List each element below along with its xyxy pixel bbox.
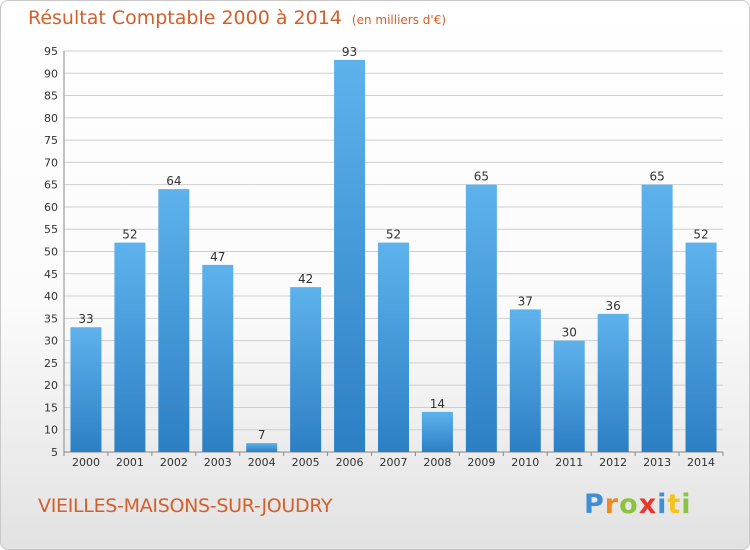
data-label: 33 xyxy=(78,312,93,326)
bar-2010 xyxy=(509,309,541,452)
x-tick-label: 2000 xyxy=(72,456,100,469)
data-label: 93 xyxy=(342,45,357,59)
data-label: 7 xyxy=(258,428,266,442)
data-label: 30 xyxy=(562,326,577,340)
x-tick-label: 2004 xyxy=(248,456,276,469)
y-tick-label: 80 xyxy=(44,112,58,125)
y-tick-label: 50 xyxy=(44,246,58,259)
y-tick-label: 45 xyxy=(44,268,58,281)
y-tick-label: 5 xyxy=(51,446,58,459)
bar-2009 xyxy=(465,184,497,452)
data-label: 47 xyxy=(210,250,225,264)
y-tick-label: 15 xyxy=(44,401,58,414)
data-label: 65 xyxy=(474,170,489,184)
y-tick-label: 40 xyxy=(44,290,58,303)
x-tick-label: 2012 xyxy=(599,456,627,469)
y-tick-label: 20 xyxy=(44,379,58,392)
y-tick-label: 55 xyxy=(44,223,58,236)
logo-letter: o xyxy=(619,489,639,520)
logo-letter: P xyxy=(584,489,605,520)
bar-2007 xyxy=(378,242,409,452)
bar-layer xyxy=(70,59,717,453)
x-tick-label: 2011 xyxy=(555,456,583,469)
logo-letter: i xyxy=(681,489,692,520)
x-tick-label: 2007 xyxy=(380,456,408,469)
bar-2000 xyxy=(70,327,102,452)
y-tick-label: 60 xyxy=(44,201,58,214)
data-label: 14 xyxy=(430,397,445,411)
label-layer: 33 52 64 47 7 42 93 52 14 65 37 30 36 65 52 xyxy=(78,45,708,442)
data-label: 65 xyxy=(649,170,664,184)
data-label: 52 xyxy=(693,228,708,242)
data-label: 64 xyxy=(166,174,181,188)
bar-2012 xyxy=(597,313,629,452)
y-tick-label: 70 xyxy=(44,156,58,169)
y-tick-label: 25 xyxy=(44,357,58,370)
x-tick-label: 2001 xyxy=(116,456,144,469)
bar-2004 xyxy=(246,443,278,452)
bar-2006 xyxy=(334,59,366,453)
chart-title-text: Résultat Comptable 2000 à 2014 xyxy=(28,7,342,29)
y-tick-label: 85 xyxy=(44,90,58,103)
bar-2001 xyxy=(114,242,146,452)
bar-2008 xyxy=(421,411,453,452)
x-tick-label: 2013 xyxy=(643,456,671,469)
y-tick-label: 10 xyxy=(44,424,58,437)
x-tick-label: 2008 xyxy=(423,456,451,469)
y-tick-label: 95 xyxy=(44,45,58,58)
x-tick-label: 2009 xyxy=(467,456,495,469)
bar-2005 xyxy=(290,287,322,452)
data-label: 52 xyxy=(122,228,137,242)
y-tick-label: 30 xyxy=(44,335,58,348)
bar-2002 xyxy=(158,189,190,452)
x-tick-label: 2006 xyxy=(336,456,364,469)
commune-name: VIEILLES-MAISONS-SUR-JOUDRY xyxy=(38,495,333,517)
y-tick-label: 90 xyxy=(44,67,58,80)
y-tick-label: 75 xyxy=(44,134,58,147)
x-tick-label: 2010 xyxy=(511,456,539,469)
chart-unit: (en milliers d'€) xyxy=(351,13,447,27)
x-tick-label: 2003 xyxy=(204,456,232,469)
x-tick-label: 2002 xyxy=(160,456,188,469)
logo-letter: r xyxy=(604,489,620,520)
bar-2013 xyxy=(641,184,673,452)
y-tick-label: 65 xyxy=(44,179,58,192)
logo-letter: x xyxy=(638,489,658,520)
logo-letter: i xyxy=(657,489,668,520)
axis-layer: 5 10 15 20 25 30 35 40 45 50 55 60 65 70 75 80 85 90 95 200… xyxy=(44,45,724,469)
data-label: 52 xyxy=(386,228,401,242)
x-tick-label: 2014 xyxy=(687,456,715,469)
bar-2003 xyxy=(202,264,234,452)
data-label: 42 xyxy=(298,272,313,286)
bar-2011 xyxy=(553,340,585,452)
bar-2014 xyxy=(685,242,717,452)
y-tick-label: 35 xyxy=(44,312,58,325)
logo-letter: t xyxy=(667,489,682,520)
proxiti-logo[interactable]: Proxiti xyxy=(584,489,692,520)
data-label: 36 xyxy=(606,299,621,313)
data-label: 37 xyxy=(518,294,533,308)
chart-title: Résultat Comptable 2000 à 2014 (en millie… xyxy=(28,7,446,29)
x-tick-label: 2005 xyxy=(292,456,320,469)
